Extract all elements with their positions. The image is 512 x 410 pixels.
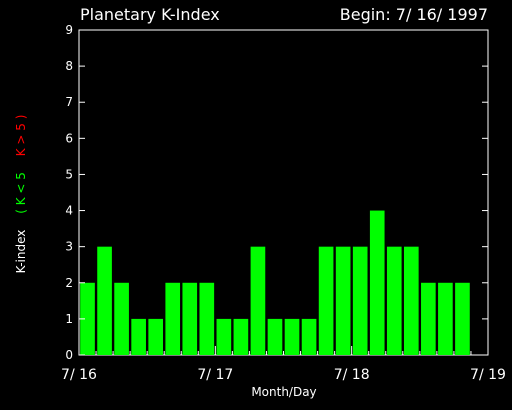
bar <box>131 318 146 355</box>
y-axis-label: K-index ( K < 5 K > 5 ) <box>14 115 28 274</box>
bar <box>369 210 385 355</box>
bar <box>386 246 402 355</box>
y-tick-label: 5 <box>65 167 73 181</box>
y-tick-label: 8 <box>65 59 73 73</box>
bar <box>182 282 198 355</box>
y-tick-label: 6 <box>65 131 73 145</box>
bar <box>165 282 181 355</box>
x-tick-label: 7/ 19 <box>470 367 506 383</box>
y-axis-label-red: K > 5 ) <box>14 115 28 157</box>
y-tick-label: 9 <box>65 23 73 37</box>
bar <box>403 246 419 355</box>
bar <box>335 246 351 355</box>
bar <box>233 318 249 355</box>
bar <box>199 282 215 355</box>
bar <box>80 282 95 355</box>
bar <box>250 246 266 355</box>
x-tick-label: 7/ 18 <box>334 367 370 383</box>
bar <box>438 282 453 355</box>
bar <box>318 246 334 355</box>
bar <box>352 246 368 355</box>
bar <box>114 282 129 355</box>
y-tick-label: 4 <box>65 204 73 218</box>
bar <box>216 318 232 355</box>
y-tick-label: 0 <box>65 348 73 362</box>
y-tick-label: 1 <box>65 312 73 326</box>
y-tick-label: 7 <box>65 95 73 109</box>
y-axis-label-prefix: K-index <box>14 230 28 274</box>
bar <box>267 318 283 355</box>
x-axis: 7/ 16 7/ 17 7/ 18 7/ 19 <box>61 346 506 383</box>
x-axis-label: Month/Day <box>251 385 316 399</box>
bar <box>148 318 164 355</box>
y-axis: 0 1 2 3 4 5 6 7 8 9 <box>65 23 488 362</box>
bar <box>97 246 112 355</box>
y-tick-label: 3 <box>65 240 73 254</box>
bar <box>421 282 436 355</box>
begin-date-label: Begin: 7/ 16/ 1997 <box>340 5 488 24</box>
bars-group <box>80 210 470 355</box>
y-axis-label-green: ( K < 5 <box>14 172 28 214</box>
x-tick-label: 7/ 17 <box>197 367 233 383</box>
x-tick-label: 7/ 16 <box>61 367 97 383</box>
bar <box>301 318 317 355</box>
bar <box>284 318 300 355</box>
y-tick-label: 2 <box>65 276 73 290</box>
chart-title: Planetary K-Index <box>80 5 220 24</box>
bar <box>455 282 470 355</box>
